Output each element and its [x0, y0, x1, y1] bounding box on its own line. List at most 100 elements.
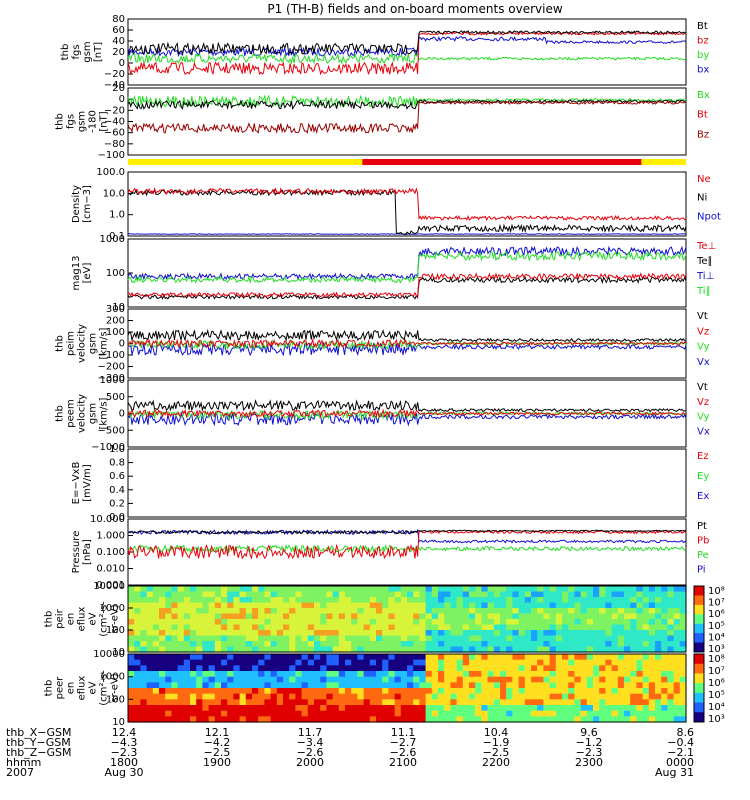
spec-cell — [276, 654, 284, 661]
spec-cell — [301, 630, 309, 637]
spec-cell — [512, 613, 520, 620]
spec-cell — [276, 699, 284, 706]
spec-cell — [599, 624, 606, 631]
spec-cell — [506, 602, 513, 609]
spec-cell — [400, 705, 408, 712]
spec-cell — [301, 693, 309, 700]
spec-cell — [617, 676, 625, 683]
spec-cell — [611, 608, 619, 615]
spec-cell — [258, 608, 265, 615]
spec-cell — [543, 716, 551, 723]
spec-cell — [549, 710, 557, 717]
spec-cell — [562, 591, 569, 598]
spec-cell — [196, 613, 203, 620]
y-tick-label: 0 — [119, 409, 125, 420]
spec-cell — [574, 613, 582, 620]
spec-cell — [599, 671, 606, 678]
spec-cell — [363, 586, 371, 593]
colorbar-label: 10⁷ — [708, 666, 725, 677]
spec-cell — [289, 630, 296, 637]
spec-cell — [320, 613, 327, 620]
spec-cell — [202, 693, 210, 700]
spec-cell — [270, 602, 278, 609]
spec-cell — [419, 641, 427, 648]
spec-cell — [425, 682, 433, 689]
spec-cell — [276, 641, 284, 648]
spec-cell — [425, 693, 433, 700]
spec-cell — [642, 586, 650, 593]
spec-cell — [419, 665, 427, 672]
spec-cell — [196, 688, 203, 695]
spec-cell — [314, 619, 321, 626]
spec-cell — [630, 705, 637, 712]
spec-cell — [506, 693, 513, 700]
spec-cell — [500, 699, 507, 706]
spec-cell — [469, 693, 476, 700]
spec-cell — [357, 591, 365, 598]
spec-cell — [171, 602, 179, 609]
spec-cell — [413, 635, 420, 642]
y-axis-label: velocity — [77, 324, 88, 363]
spec-cell — [586, 641, 594, 648]
spec-cell — [413, 597, 420, 604]
spec-cell — [270, 613, 278, 620]
spec-cell — [574, 654, 582, 661]
spec-cell — [593, 682, 600, 689]
y-axis-label: sr-eV) — [110, 673, 121, 702]
spec-cell — [500, 676, 507, 683]
spec-cell — [146, 705, 154, 712]
spec-cell — [624, 676, 631, 683]
spec-cell — [456, 619, 464, 626]
spec-cell — [537, 716, 544, 723]
spec-cell — [593, 688, 600, 695]
spec-cell — [493, 688, 501, 695]
footer-value: 10.4 — [484, 726, 509, 739]
spec-cell — [444, 641, 451, 648]
spec-cell — [146, 635, 154, 642]
spec-cell — [419, 591, 427, 598]
spec-cell — [562, 665, 569, 672]
spec-cell — [506, 676, 513, 683]
spec-cell — [301, 635, 309, 642]
spec-cell — [425, 635, 433, 642]
spec-cell — [233, 671, 241, 678]
spec-cell — [543, 646, 551, 653]
spec-cell — [593, 716, 600, 723]
spec-cell — [152, 641, 160, 648]
spec-cell — [307, 641, 315, 648]
spec-cell — [376, 602, 383, 609]
spec-cell — [159, 659, 166, 666]
spec-cell — [202, 619, 210, 626]
spec-cell — [152, 693, 160, 700]
spec-cell — [345, 608, 352, 615]
spec-cell — [196, 665, 203, 672]
spec-cell — [593, 613, 600, 620]
spec-cell — [481, 654, 489, 661]
spec-cell — [431, 613, 439, 620]
spec-cell — [258, 630, 265, 637]
spec-cell — [227, 676, 234, 683]
spec-cell — [252, 671, 259, 678]
spec-cell — [512, 646, 520, 653]
spec-cell — [307, 613, 315, 620]
spec-cell — [580, 710, 588, 717]
spec-cell — [345, 641, 352, 648]
spec-cell — [227, 591, 234, 598]
spec-cell — [376, 630, 383, 637]
spec-cell — [190, 591, 197, 598]
spec-cell — [214, 710, 222, 717]
footer-value: −2.3 — [111, 746, 138, 759]
spec-cell — [512, 659, 520, 666]
spec-cell — [152, 671, 160, 678]
spec-cell — [462, 665, 470, 672]
spec-cell — [239, 597, 247, 604]
spec-cell — [264, 654, 272, 661]
spec-cell — [605, 613, 613, 620]
spec-cell — [338, 641, 346, 648]
spec-cell — [462, 635, 470, 642]
spec-cell — [611, 641, 619, 648]
spec-cell — [413, 654, 420, 661]
spec-cell — [276, 635, 284, 642]
spec-cell — [171, 608, 179, 615]
